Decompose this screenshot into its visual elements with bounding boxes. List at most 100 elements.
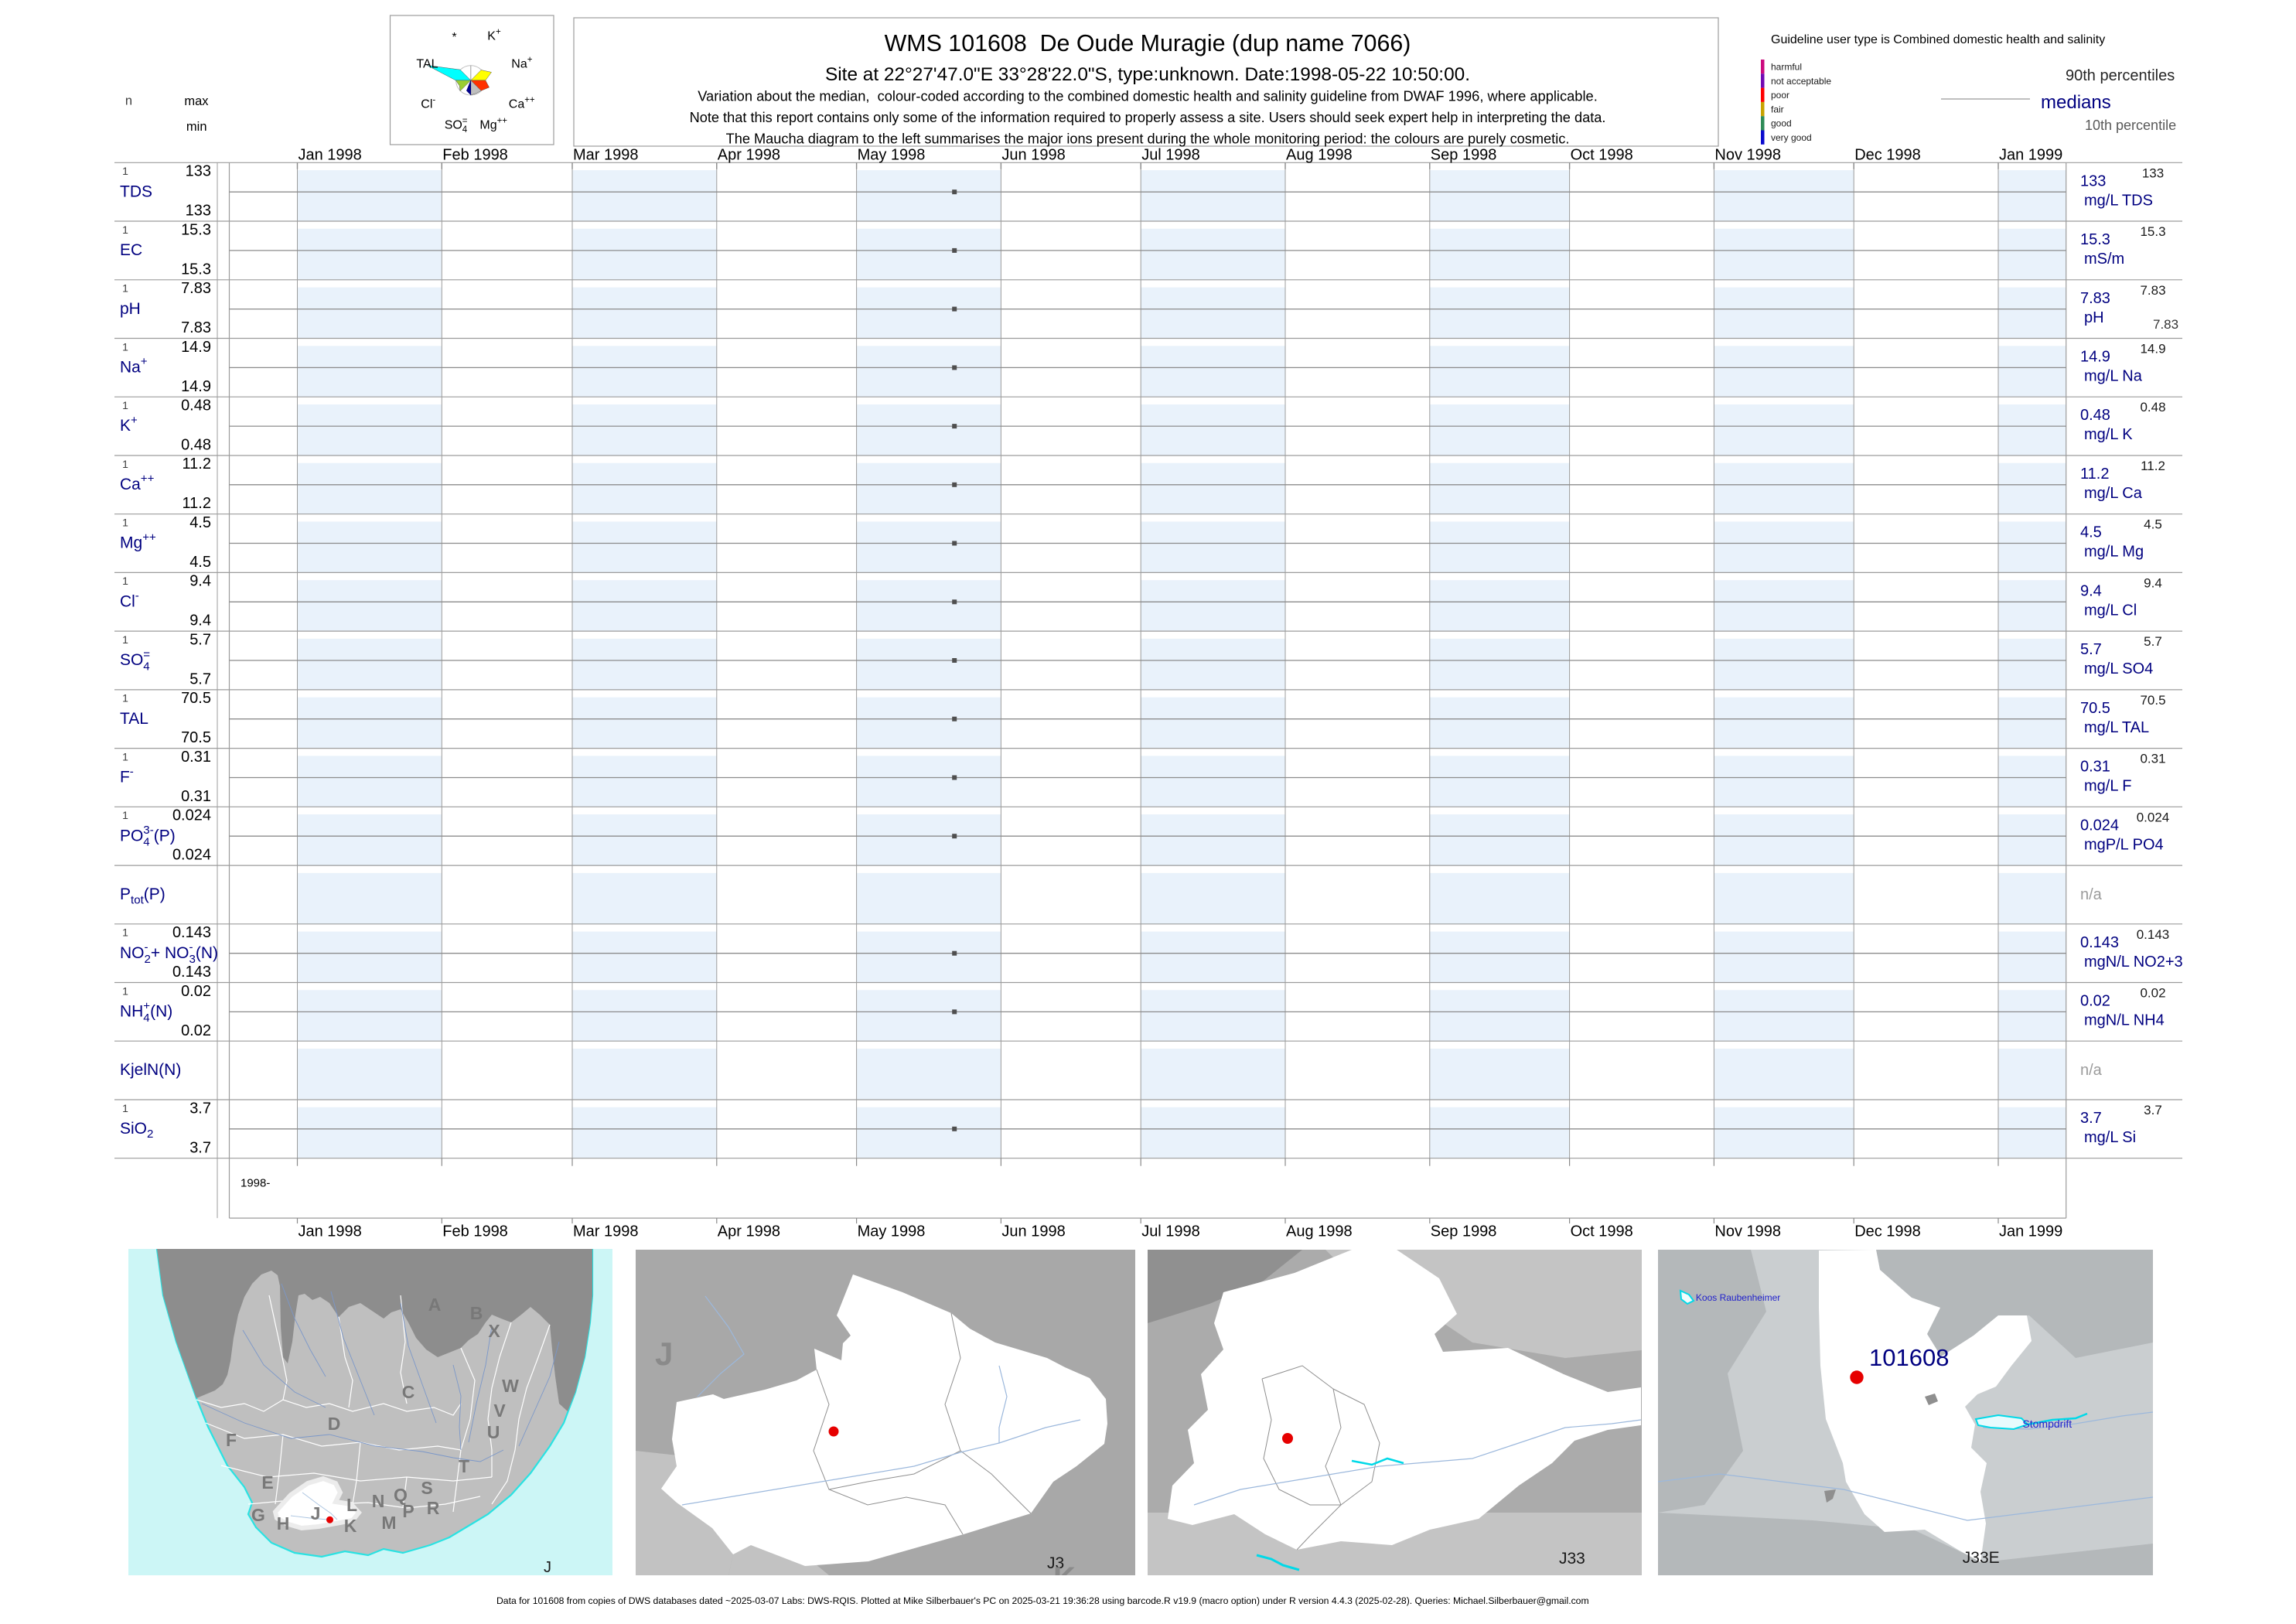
svg-text:(P): (P) — [154, 827, 176, 844]
svg-text:15.3: 15.3 — [181, 221, 211, 238]
svg-text:133: 133 — [186, 163, 211, 180]
svg-text:R: R — [427, 1498, 440, 1518]
svg-text:D: D — [328, 1414, 341, 1434]
svg-text:poor: poor — [1771, 90, 1789, 101]
svg-text:(P): (P) — [144, 885, 165, 903]
svg-text:Cl: Cl — [421, 97, 432, 111]
svg-text:max: max — [184, 94, 209, 108]
svg-text:133: 133 — [2142, 165, 2164, 180]
svg-text:0.31: 0.31 — [2080, 759, 2110, 776]
svg-text:0.143: 0.143 — [172, 924, 211, 941]
svg-text:90th percentiles: 90th percentiles — [2066, 67, 2175, 84]
svg-text:J33E: J33E — [1963, 1549, 2000, 1567]
svg-text:J: J — [655, 1336, 673, 1372]
svg-text:Feb 1998: Feb 1998 — [442, 147, 508, 164]
svg-text:good: good — [1771, 118, 1792, 129]
svg-text:Jan 1998: Jan 1998 — [299, 1223, 362, 1240]
svg-text:May 1998: May 1998 — [858, 1223, 926, 1240]
svg-text:A: A — [428, 1295, 442, 1315]
svg-text:3.7: 3.7 — [189, 1139, 211, 1156]
svg-text:Mar 1998: Mar 1998 — [573, 147, 639, 164]
svg-text:K: K — [344, 1516, 357, 1536]
svg-text:3.7: 3.7 — [189, 1100, 211, 1117]
svg-text:0.143: 0.143 — [2080, 934, 2119, 951]
svg-text:C: C — [402, 1382, 415, 1402]
svg-text:min: min — [186, 120, 207, 134]
svg-text:1: 1 — [122, 809, 128, 821]
svg-text:F: F — [120, 769, 130, 786]
svg-text:TAL: TAL — [120, 710, 148, 728]
svg-text:J: J — [544, 1559, 551, 1576]
svg-text:14.9: 14.9 — [2140, 342, 2165, 357]
svg-text:fair: fair — [1771, 104, 1784, 114]
svg-text:0.48: 0.48 — [181, 437, 211, 454]
svg-text:70.5: 70.5 — [181, 729, 211, 746]
svg-text:3-: 3- — [143, 824, 153, 837]
svg-text:0.31: 0.31 — [181, 788, 211, 805]
svg-text:0.024: 0.024 — [172, 847, 211, 864]
svg-text:Dec 1998: Dec 1998 — [1854, 1223, 1921, 1240]
svg-text:Oct 1998: Oct 1998 — [1571, 1223, 1633, 1240]
svg-text:WMS 101608 De Oude Muragie (d: WMS 101608 De Oude Muragie (dup name 706… — [885, 30, 1411, 56]
svg-text:NO: NO — [120, 944, 145, 962]
svg-text:P: P — [120, 885, 131, 903]
svg-text:J33: J33 — [1559, 1550, 1585, 1568]
svg-text:Jan 1998: Jan 1998 — [299, 147, 362, 164]
svg-text:Jun 1998: Jun 1998 — [1001, 1223, 1065, 1240]
svg-text:-: - — [189, 941, 193, 954]
svg-text:0.31: 0.31 — [2140, 752, 2165, 766]
svg-text:0.02: 0.02 — [181, 1022, 211, 1039]
svg-text:4.5: 4.5 — [2080, 524, 2102, 541]
svg-text:L: L — [346, 1495, 357, 1515]
svg-text:mgN/L NH4: mgN/L NH4 — [2084, 1012, 2165, 1029]
svg-text:Site at 22°27'47.0"E 33°28'22.: Site at 22°27'47.0"E 33°28'22.0"S, type:… — [825, 64, 1470, 85]
svg-text:70.5: 70.5 — [181, 690, 211, 707]
svg-text:4.5: 4.5 — [189, 554, 211, 571]
svg-text:0.143: 0.143 — [2137, 927, 2170, 942]
svg-text:medians: medians — [2041, 92, 2111, 113]
svg-text:7.83: 7.83 — [2153, 317, 2178, 332]
svg-text:not acceptable: not acceptable — [1771, 76, 1831, 87]
svg-text:Mg: Mg — [120, 534, 142, 552]
svg-text:The Maucha diagram to the left: The Maucha diagram to the left summarise… — [726, 131, 1570, 147]
svg-text:0.02: 0.02 — [2080, 993, 2110, 1010]
svg-text:mg/L Cl: mg/L Cl — [2084, 602, 2137, 619]
svg-text:4: 4 — [462, 125, 468, 135]
svg-text:+: + — [527, 56, 533, 65]
svg-text:Sep 1998: Sep 1998 — [1431, 147, 1497, 164]
svg-text:+: + — [131, 414, 138, 427]
svg-text:*: * — [452, 31, 456, 44]
svg-text:SO: SO — [120, 651, 143, 669]
svg-text:T: T — [459, 1456, 469, 1476]
svg-text:Apr 1998: Apr 1998 — [718, 147, 780, 164]
svg-text:-: - — [135, 589, 139, 602]
svg-text:Jan 1999: Jan 1999 — [1999, 147, 2062, 164]
svg-text:1: 1 — [122, 517, 128, 529]
svg-text:1: 1 — [122, 399, 128, 411]
svg-text:KjelN(N): KjelN(N) — [120, 1061, 181, 1079]
svg-text:Jan 1999: Jan 1999 — [1999, 1223, 2062, 1240]
svg-text:Feb 1998: Feb 1998 — [442, 1223, 508, 1240]
svg-text:1: 1 — [122, 223, 128, 236]
svg-text:9.4: 9.4 — [2144, 575, 2162, 590]
svg-text:mS/m: mS/m — [2084, 251, 2124, 268]
svg-text:11.2: 11.2 — [183, 495, 211, 512]
svg-text:70.5: 70.5 — [2140, 693, 2165, 708]
svg-text:G: G — [251, 1505, 265, 1525]
svg-text:5.7: 5.7 — [189, 670, 211, 687]
svg-text:1: 1 — [122, 984, 128, 997]
svg-text:B: B — [470, 1303, 483, 1323]
svg-text:(N): (N) — [150, 1003, 172, 1021]
svg-text:+: + — [496, 27, 501, 36]
svg-text:0.48: 0.48 — [181, 397, 211, 415]
svg-text:0.31: 0.31 — [181, 749, 211, 766]
svg-text:pH: pH — [2084, 309, 2104, 326]
svg-text:mg/L TAL: mg/L TAL — [2084, 719, 2149, 736]
svg-text:(N): (N) — [196, 944, 218, 962]
svg-text:P: P — [402, 1501, 414, 1521]
svg-text:E: E — [261, 1472, 273, 1493]
svg-text:NH: NH — [120, 1003, 143, 1021]
svg-text:7.83: 7.83 — [181, 319, 211, 336]
svg-text:mg/L Ca: mg/L Ca — [2084, 485, 2143, 502]
svg-text:tot: tot — [131, 893, 145, 906]
